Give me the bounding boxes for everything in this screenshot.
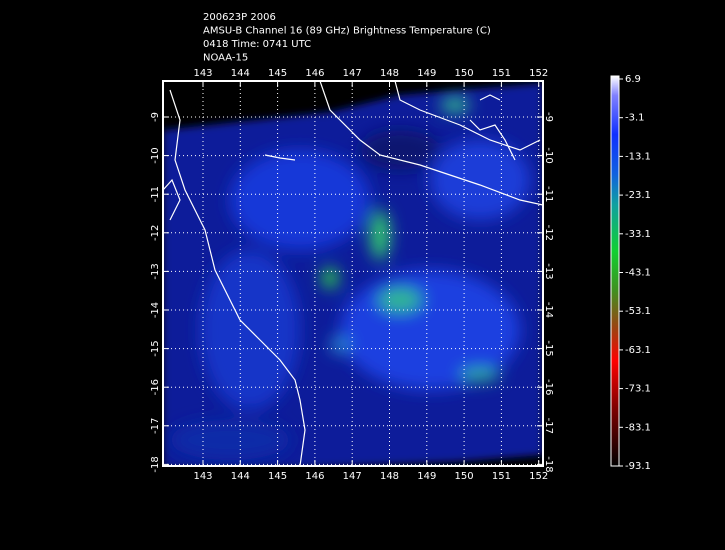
colorbar-label: -43.1 — [625, 268, 651, 279]
header-line: 0418 Time: 0741 UTC — [203, 39, 311, 50]
lat-label-left: -15 — [150, 340, 161, 356]
header: 200623P 2006 AMSU-B Channel 16 (89 GHz) B… — [203, 12, 491, 64]
lat-label-left: -10 — [150, 147, 161, 163]
colorbar-label: -23.1 — [625, 190, 651, 201]
lat-label-left: -13 — [150, 263, 161, 279]
colorbar-label: 6.9 — [625, 74, 641, 85]
lat-label-right: -11 — [543, 186, 554, 202]
lon-label-bottom: 151 — [492, 471, 511, 482]
lon-label-bottom: 146 — [305, 471, 324, 482]
lat-label-right: -15 — [543, 340, 554, 356]
header-line: 200623P 2006 — [203, 12, 276, 23]
lon-label-top: 150 — [455, 68, 474, 79]
lat-label-left: -18 — [150, 456, 161, 472]
colorbar-label: -13.1 — [625, 151, 651, 162]
lon-label-bottom: 152 — [529, 471, 548, 482]
lon-label-bottom: 147 — [343, 471, 362, 482]
lat-label-left: -9 — [150, 112, 161, 122]
colorbar-label: -33.1 — [625, 229, 651, 240]
lat-label-left: -14 — [150, 302, 161, 318]
colorbar-label: -3.1 — [625, 113, 645, 124]
lon-label-bottom: 144 — [231, 471, 250, 482]
colorbar-label: -93.1 — [625, 461, 651, 472]
lon-label-bottom: 143 — [193, 471, 212, 482]
lon-label-top: 147 — [343, 68, 362, 79]
colorbar-labels: 6.9 -3.1 -13.1 -23.1 -33.1 -43.1 -53.1 -63.1 -73… — [619, 74, 651, 472]
lon-label-top: 149 — [417, 68, 436, 79]
lat-label-right: -13 — [543, 263, 554, 279]
lon-label-top: 152 — [529, 68, 548, 79]
lat-label-left: -12 — [150, 225, 161, 241]
colorbar — [610, 75, 620, 467]
lon-label-top: 148 — [380, 68, 399, 79]
lon-label-bottom: 145 — [268, 471, 287, 482]
lon-label-bottom: 149 — [417, 471, 436, 482]
lat-label-left: -17 — [150, 418, 161, 434]
lat-label-right: -16 — [543, 379, 554, 395]
colorbar-label: -63.1 — [625, 345, 651, 356]
lat-label-right: -10 — [543, 147, 554, 163]
colorbar-label: -53.1 — [625, 306, 651, 317]
lon-label-bottom: 150 — [455, 471, 474, 482]
header-line: AMSU-B Channel 16 (89 GHz) Brightness Te… — [203, 26, 491, 37]
lon-label-top: 146 — [305, 68, 324, 79]
header-line: NOAA-15 — [203, 53, 248, 64]
lon-label-bottom: 148 — [380, 471, 399, 482]
lon-label-top: 145 — [268, 68, 287, 79]
lat-label-right: -18 — [543, 456, 554, 472]
lon-label-top: 143 — [193, 68, 212, 79]
satellite-image — [163, 81, 543, 466]
lat-label-right: -14 — [543, 302, 554, 318]
lon-label-top: 144 — [231, 68, 250, 79]
lat-label-right: -17 — [543, 418, 554, 434]
lat-label-right: -12 — [543, 225, 554, 241]
lat-label-left: -11 — [150, 186, 161, 202]
lat-label-right: -9 — [543, 112, 554, 122]
colorbar-label: -83.1 — [625, 422, 651, 433]
colorbar-label: -73.1 — [625, 384, 651, 395]
map-ticks: 143 143 144 144 145 145 146 146 147 147 148 148 149 1… — [150, 68, 554, 482]
graticule — [163, 81, 543, 466]
lat-label-left: -16 — [150, 379, 161, 395]
map-frame — [162, 80, 544, 467]
lon-label-top: 151 — [492, 68, 511, 79]
